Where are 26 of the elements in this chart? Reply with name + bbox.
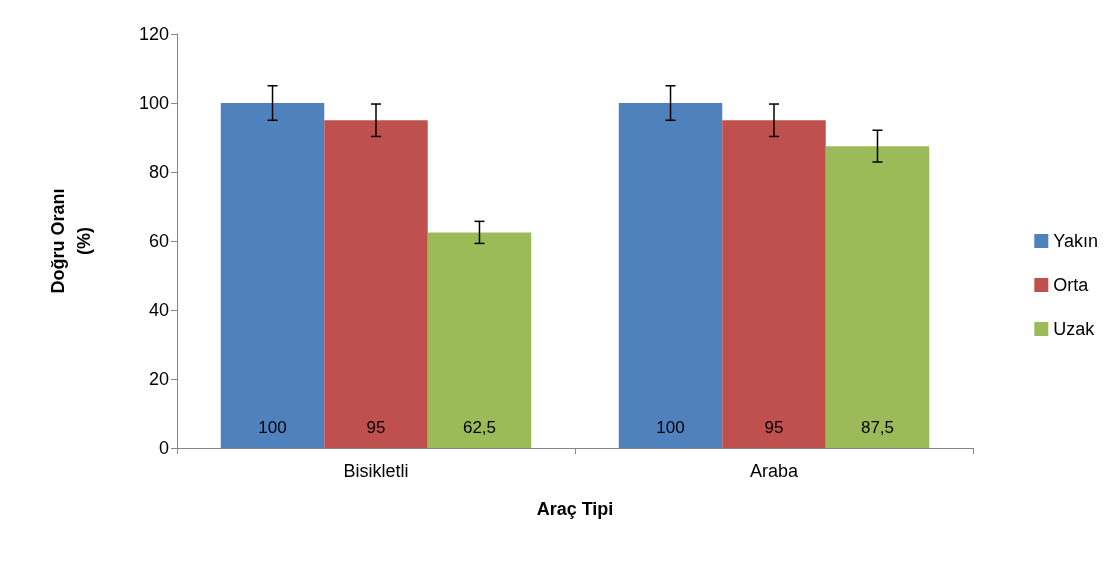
bar — [220, 103, 325, 448]
data-label: 87,5 — [860, 418, 895, 437]
legend-label: Orta — [1053, 275, 1090, 295]
y-tick-label: 0 — [158, 438, 169, 458]
y-tick-label: 120 — [138, 24, 169, 44]
x-tick-label: Bisikletli — [343, 461, 409, 481]
data-label: 95 — [366, 418, 386, 437]
y-tick-label: 80 — [148, 162, 169, 182]
y-tick-label: 60 — [148, 231, 169, 251]
y-tick-label: 40 — [148, 300, 169, 320]
legend-label: Yakın — [1053, 231, 1099, 251]
y-tick-label: 20 — [148, 369, 169, 389]
bar — [825, 146, 930, 448]
x-axis-title: Araç Tipi — [536, 499, 614, 519]
x-tick-label: Araba — [749, 461, 799, 481]
y-axis-title: Doğru Oranı (%) — [48, 188, 94, 294]
bar — [427, 232, 532, 448]
bar — [722, 120, 826, 448]
y-tick-label: 100 — [138, 93, 169, 113]
data-label: 100 — [258, 418, 287, 437]
data-label: 100 — [656, 418, 685, 437]
bar — [324, 120, 428, 448]
bar — [618, 103, 723, 448]
data-label: 95 — [764, 418, 784, 437]
legend-label: Uzak — [1053, 319, 1096, 339]
data-label: 62,5 — [462, 418, 497, 437]
